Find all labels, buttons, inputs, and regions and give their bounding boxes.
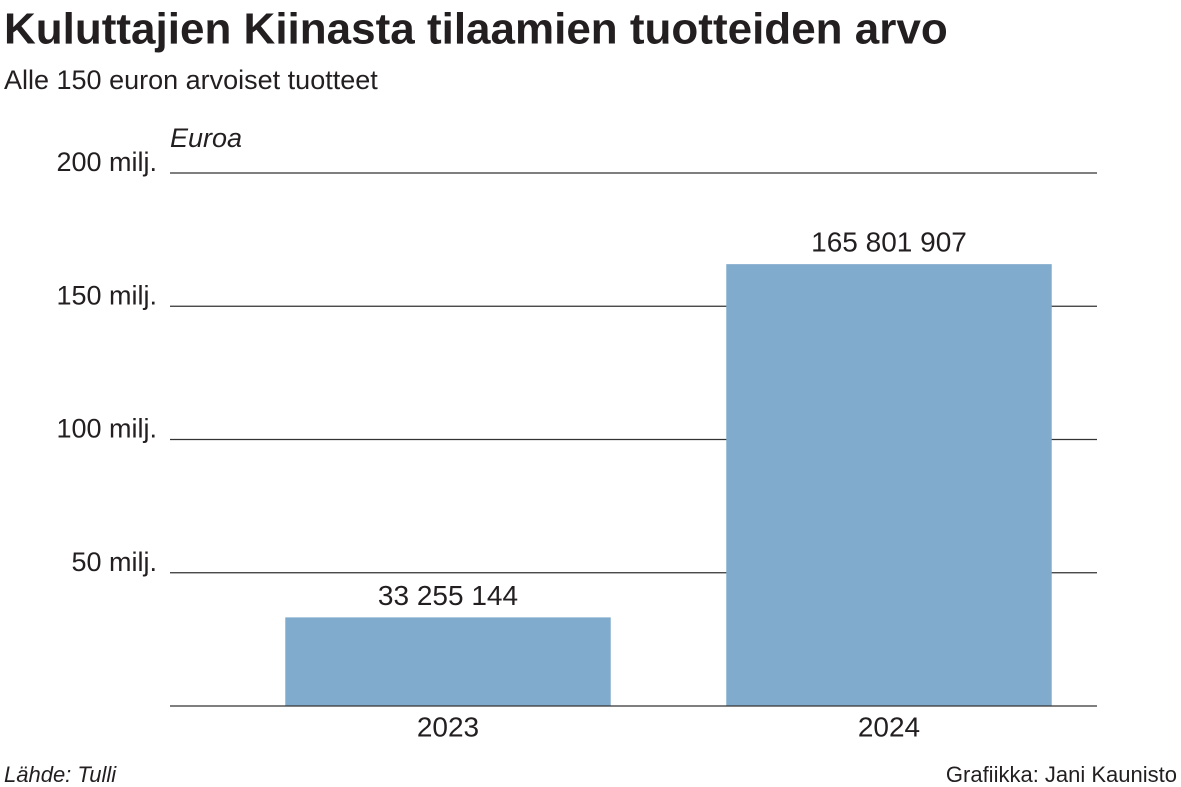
chart-subtitle: Alle 150 euron arvoiset tuotteet — [4, 65, 378, 95]
value-label: 33 255 144 — [378, 580, 518, 611]
x-tick-label: 2024 — [858, 711, 920, 742]
chart-title: Kuluttajien Kiinasta tilaamien tuotteide… — [4, 5, 948, 54]
credit: Grafiikka: Jani Kaunisto — [946, 762, 1177, 787]
bar — [726, 264, 1052, 706]
source: Lähde: Tulli — [4, 762, 117, 787]
bar — [285, 617, 611, 706]
value-label: 165 801 907 — [811, 227, 967, 258]
y-tick-label: 200 milj. — [56, 147, 157, 177]
y-tick-label: 100 milj. — [56, 414, 157, 444]
y-tick-label: 150 milj. — [56, 280, 157, 310]
y-axis-label: Euroa — [170, 123, 242, 153]
y-tick-label: 50 milj. — [71, 547, 157, 577]
x-tick-label: 2023 — [417, 711, 479, 742]
